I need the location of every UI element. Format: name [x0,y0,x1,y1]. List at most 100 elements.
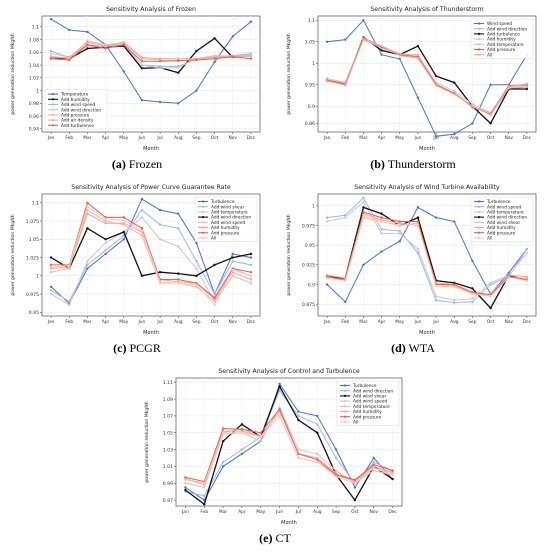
legend-marker [477,22,481,25]
legend-box [336,380,400,426]
legend-marker [51,98,55,101]
series-line [326,201,528,301]
x-tick-label: Dec [247,135,256,141]
data-point [158,65,162,68]
x-tick-label: Apr [378,319,386,325]
legend-marker [51,103,55,106]
data-point [259,435,262,439]
data-point [122,43,125,46]
data-point [334,475,338,478]
legend-label: Add humidity [353,409,382,415]
legend-label: Add wind shear [487,220,520,226]
data-point [344,216,347,219]
data-point [249,256,253,259]
legend-label: Add wind direction [353,388,393,394]
legend-label: Add wind direction [211,215,251,221]
data-point [507,276,510,279]
data-point [86,205,89,208]
legend-marker [477,210,481,213]
x-tick-label: Nov [504,319,513,325]
data-point [68,56,71,59]
data-point [334,456,338,460]
y-tick-label: 1 [36,274,39,280]
data-point [249,252,253,256]
data-point [158,238,162,241]
data-point [471,102,474,106]
data-point [213,37,216,40]
data-point [158,280,162,283]
data-point [122,40,125,44]
legend-marker [51,119,55,122]
legend-label: Add humidity [487,225,516,231]
legend-marker [477,205,481,208]
data-point [434,284,438,288]
data-point [86,260,89,263]
x-tick-label: Feb [341,135,349,141]
data-point [434,216,438,219]
data-point [362,206,365,209]
y-tick-label: 0.94 [29,127,39,133]
x-tick-label: Jan [47,135,55,141]
x-tick-label: Nov [369,509,378,515]
caption-wta: (d) WTA [391,341,435,355]
data-point [158,67,162,70]
series-line [185,408,393,483]
data-point [380,250,383,253]
data-point [380,49,383,52]
y-tick-label: 1.09 [163,397,173,403]
data-point [140,67,144,70]
data-point [231,55,234,58]
data-point [104,44,107,48]
legend-label: Add wind shear [211,204,244,210]
x-tick-label: Jun [137,319,145,325]
data-point [240,423,244,426]
y-tick-label: 1.1 [308,18,315,24]
data-point [416,251,420,255]
legend-label: Add wind direction [61,107,101,113]
x-tick-label: Jul [295,509,301,515]
legend-marker [343,410,347,413]
data-point [434,74,438,78]
y-tick-label: 1.025 [26,255,39,261]
data-point [49,292,53,296]
x-axis-label: Month [419,146,435,152]
legend-marker [477,200,481,203]
legend-marker [51,108,55,111]
data-point [471,300,474,304]
series-line [327,211,527,296]
legend-label: Add pressure [353,414,382,420]
data-point [525,251,529,255]
y-tick-label: 0.95 [29,310,39,316]
legend-marker [201,236,205,239]
data-point [334,448,338,451]
data-point [398,54,401,57]
x-axis-label: Month [143,330,159,336]
data-point [49,52,53,55]
legend-marker [343,389,347,392]
data-point [353,482,357,485]
data-point [362,214,365,217]
data-point [380,228,383,231]
legend-label: Wind speed [487,21,512,27]
data-point [86,212,89,215]
legend-marker [201,231,205,234]
data-point [104,219,107,223]
data-point [195,49,198,53]
data-point [453,81,456,84]
x-tick-label: Apr [238,509,246,515]
series-line [51,201,252,299]
data-point [453,92,456,96]
series-line [327,214,527,297]
data-point [453,299,456,302]
data-point [158,60,162,63]
series-line [50,227,252,277]
data-point [231,252,234,256]
x-tick-label: Jun [275,509,283,515]
data-point [104,252,107,256]
x-tick-label: Oct [211,135,219,141]
data-point [158,223,162,226]
data-point [221,461,225,464]
chart-frozen: Sensitivity Analysis of Frozen 0.94 0.96 0.… [10,6,261,152]
y-tick-label: 1.1 [32,201,39,207]
x-tick-label: May [395,135,404,141]
